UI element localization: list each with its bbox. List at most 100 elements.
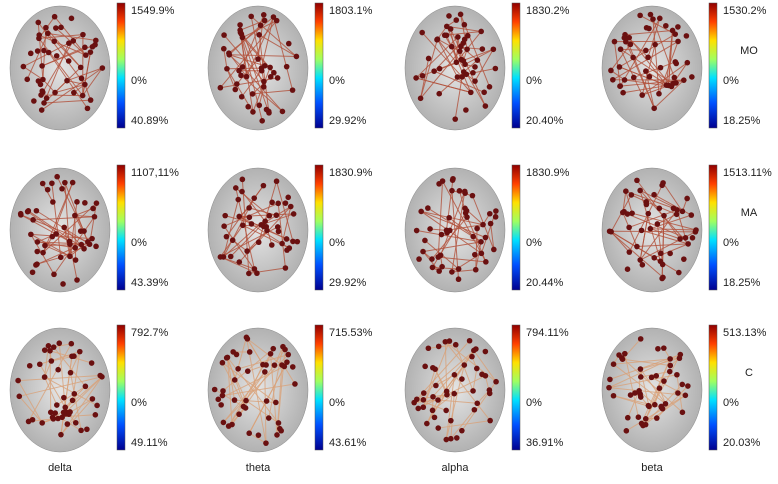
- electrode: [54, 53, 60, 59]
- electrode: [228, 254, 234, 260]
- electrode: [276, 420, 282, 426]
- electrode: [268, 74, 274, 80]
- electrode: [420, 249, 426, 255]
- colorbar-max-label: 792.7%: [131, 327, 169, 339]
- electrode: [608, 229, 614, 235]
- electrode: [74, 199, 80, 205]
- electrode: [607, 377, 613, 383]
- electrode: [630, 55, 636, 61]
- column-label: alpha: [442, 462, 470, 474]
- electrode: [430, 394, 436, 400]
- electrode: [446, 13, 452, 19]
- electrode: [424, 421, 430, 427]
- electrode: [246, 430, 252, 436]
- row-label: MO: [740, 45, 758, 57]
- brain: [602, 328, 702, 452]
- electrode: [45, 31, 51, 37]
- electrode: [431, 68, 437, 74]
- electrode: [436, 91, 442, 97]
- electrode: [36, 36, 42, 42]
- electrode: [685, 60, 691, 66]
- electrode: [444, 24, 450, 30]
- electrode: [51, 272, 57, 278]
- electrode: [256, 239, 262, 245]
- electrode: [261, 84, 267, 90]
- electrode: [69, 16, 75, 22]
- electrode: [245, 104, 251, 110]
- electrode: [643, 416, 649, 422]
- electrode: [88, 97, 94, 103]
- electrode: [259, 65, 265, 71]
- electrode: [472, 78, 478, 84]
- electrode: [88, 49, 94, 55]
- colorbar: [512, 3, 520, 128]
- electrode: [34, 249, 40, 255]
- electrode: [264, 107, 270, 113]
- electrode: [493, 66, 499, 72]
- electrode: [450, 176, 456, 182]
- electrode: [683, 393, 689, 399]
- electrode: [74, 277, 80, 283]
- electrode: [652, 42, 658, 48]
- electrode: [685, 383, 691, 389]
- colorbar-max-label: 1803.1%: [329, 5, 373, 17]
- electrode: [663, 23, 669, 29]
- colorbar-min-label: 20.44%: [526, 277, 564, 289]
- electrode: [273, 400, 279, 406]
- electrode: [637, 188, 643, 194]
- electrode: [675, 24, 681, 30]
- electrode: [651, 105, 657, 111]
- electrode: [658, 404, 664, 410]
- electrode: [93, 412, 99, 418]
- electrode: [656, 91, 662, 97]
- colorbar-zero-label: 0%: [526, 397, 542, 409]
- electrode: [463, 107, 469, 113]
- electrode: [627, 249, 633, 255]
- electrode: [419, 30, 425, 36]
- electrode: [671, 205, 677, 211]
- electrode: [41, 100, 47, 106]
- electrode: [82, 82, 88, 88]
- electrode: [470, 193, 476, 199]
- electrode: [49, 358, 55, 364]
- electrode: [287, 245, 293, 251]
- electrode: [221, 46, 227, 52]
- electrode: [90, 206, 96, 212]
- electrode: [648, 12, 654, 18]
- electrode: [35, 239, 41, 245]
- electrode: [58, 25, 64, 31]
- electrode: [449, 188, 455, 194]
- electrode: [631, 75, 637, 81]
- electrode: [292, 381, 298, 387]
- colorbar-min-label: 29.92%: [329, 277, 367, 289]
- electrode: [285, 195, 291, 201]
- electrode: [657, 385, 663, 391]
- electrode: [472, 407, 478, 413]
- electrode: [673, 61, 679, 67]
- electrode: [474, 401, 480, 407]
- electrode: [269, 242, 275, 248]
- electrode: [426, 345, 432, 351]
- electrode: [434, 37, 440, 43]
- electrode: [245, 336, 251, 342]
- electrode: [415, 406, 421, 412]
- colorbar-min-label: 18.25%: [723, 115, 761, 127]
- electrode: [243, 398, 249, 404]
- electrode: [623, 188, 629, 194]
- electrode: [618, 46, 624, 52]
- electrode: [610, 77, 616, 83]
- electrode: [39, 63, 45, 69]
- electrode: [467, 338, 473, 344]
- electrode: [218, 85, 224, 91]
- electrode: [38, 92, 44, 98]
- electrode: [67, 241, 73, 247]
- electrode: [270, 346, 276, 352]
- colorbar: [709, 325, 717, 450]
- electrode: [78, 65, 84, 71]
- electrode: [290, 364, 296, 370]
- electrode: [457, 48, 463, 54]
- electrode: [414, 396, 420, 402]
- electrode: [246, 205, 252, 211]
- electrode: [222, 213, 228, 219]
- electrode: [240, 177, 246, 183]
